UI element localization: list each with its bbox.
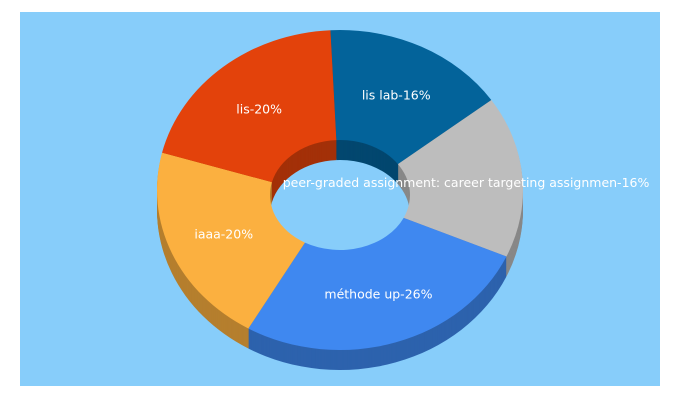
slice [156, 152, 305, 329]
slice [330, 30, 492, 165]
slice-label: peer-graded assignment: career targeting… [283, 175, 650, 190]
slice-label: méthode up-26% [324, 286, 432, 301]
slice [248, 217, 507, 350]
slice [397, 100, 523, 257]
slice-label: iaaa-20% [194, 226, 253, 241]
slice-label: lis-20% [236, 101, 282, 116]
slice [162, 30, 337, 183]
slice-label: lis lab-16% [362, 88, 431, 103]
